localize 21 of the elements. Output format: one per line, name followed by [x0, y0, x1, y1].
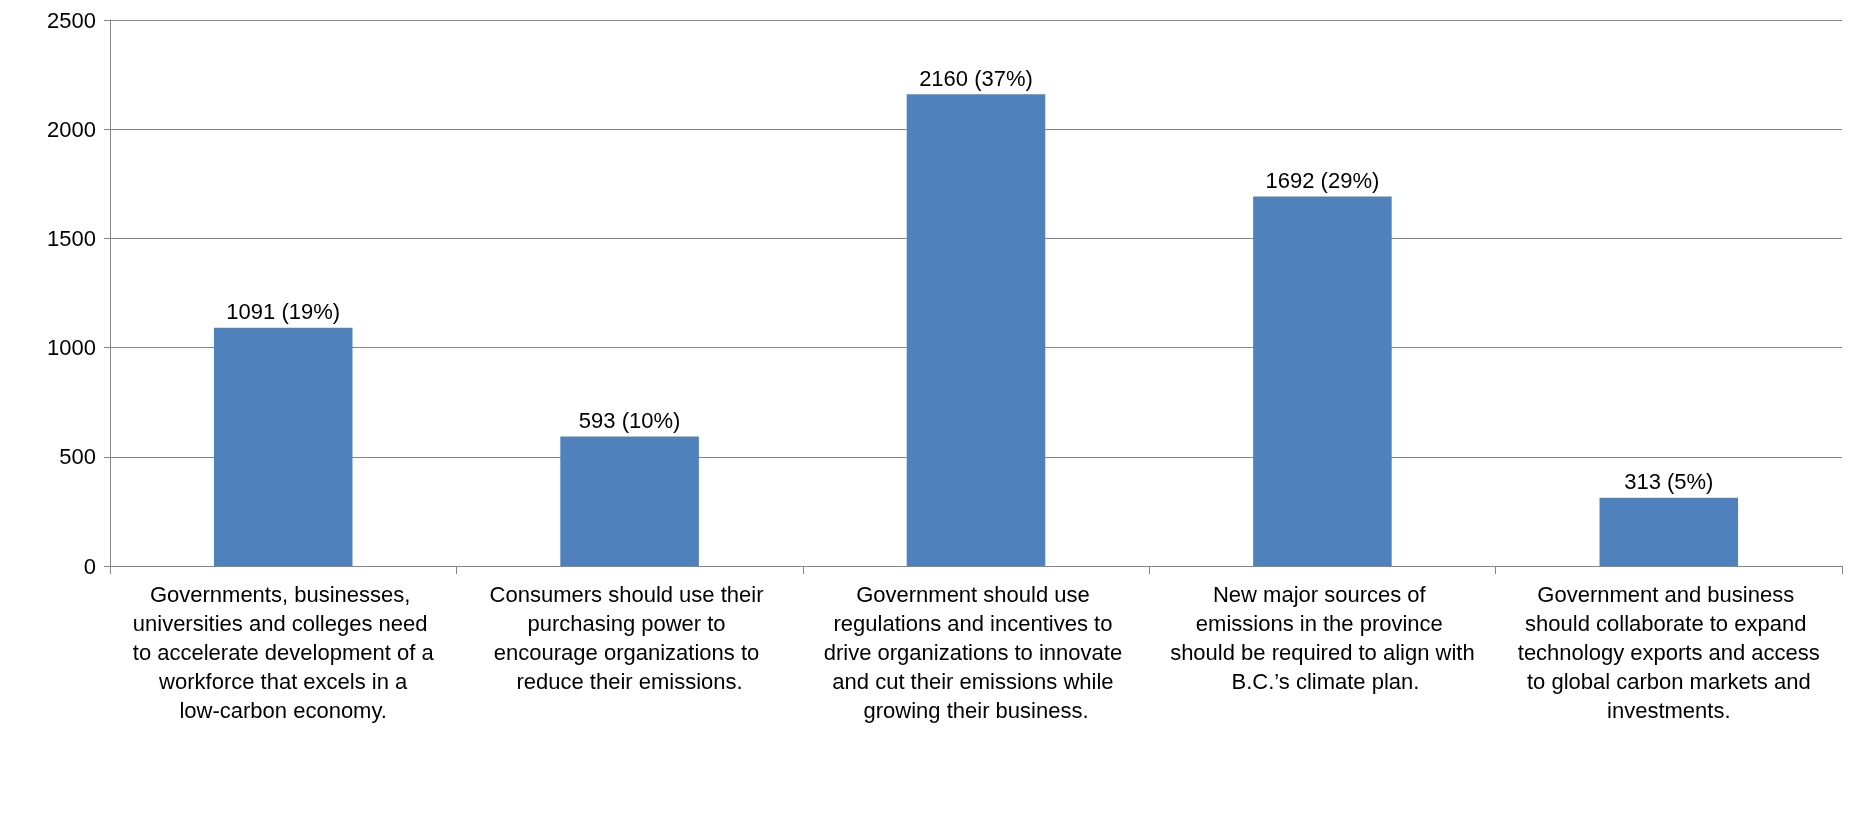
bar	[213, 327, 353, 566]
data-label: 1692 (29%)	[1265, 167, 1380, 193]
y-tick-label: 0	[83, 553, 96, 579]
data-label: 2160 (37%)	[919, 65, 1033, 91]
data-label: 1091 (19%)	[226, 299, 341, 325]
data-label: 313 (5%)	[1624, 469, 1714, 495]
bar	[1253, 196, 1392, 566]
y-tick-label: 1000	[47, 335, 96, 361]
y-tick-label: 2500	[47, 7, 96, 33]
y-tick-label: 500	[59, 444, 96, 470]
bar	[560, 436, 699, 566]
y-tick-label: 1500	[47, 225, 96, 251]
x-tick-label: Government and business should collaborate to expand technology exports and access to global carbon markets and investments.	[1517, 582, 1820, 723]
bar	[1599, 497, 1739, 566]
y-tick-label: 2000	[47, 116, 96, 142]
bar	[906, 94, 1046, 566]
x-tick-label: New major sources of emissions in the province should be required to align with B.C.’s climate plan.	[1170, 582, 1475, 694]
data-label: 593 (10%)	[578, 407, 681, 433]
x-tick-label: Governments, businesses, universities and colleges need to accelerate development of a workforce that excels in a low-carbon economy.	[132, 582, 435, 723]
x-tick-label: Government should use regulations and incentives to drive organizations to innovate and cut their emissions while growing their business.	[823, 582, 1129, 723]
x-tick-label: Consumers should use their purchasing power to encourage organizations to reduce their emissions.	[489, 582, 770, 694]
